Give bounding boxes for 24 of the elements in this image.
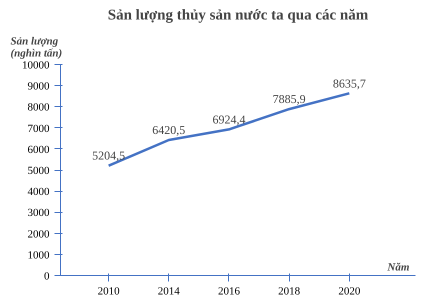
data-label: 7885,9 [272,92,306,106]
x-tick-label: 2018 [278,286,301,298]
data-label: 8635,7 [332,76,366,90]
y-tick-label: 8000 [28,102,50,114]
chart-title: Sản lượng thủy sản nước ta qua các năm [108,8,369,24]
x-axis-title: Năm [386,262,410,274]
y-tick-label: 1000 [28,249,50,262]
y-tick-label: 5000 [28,165,50,177]
y-tick-label: 0 [44,270,50,282]
data-label: 5204,5 [92,148,126,163]
data-label: 6924,4 [212,112,246,126]
y-tick-label: 10000 [22,60,50,72]
x-tick-label: 2020 [338,286,361,298]
y-axis-title: Sản lượng (nghìn tấn) [10,36,62,60]
x-tick-label: 2010 [98,286,120,298]
y-tick-label: 6000 [28,144,50,156]
y-tick-label: 7000 [28,122,50,135]
y-tick-label: 3000 [28,207,50,220]
y-tick-label: 4000 [28,186,50,198]
y-tick-label: 9000 [28,80,50,93]
data-label: 6420,5 [152,123,186,138]
y-tick-label: 2000 [28,228,50,240]
x-tick-label: 2016 [218,286,240,298]
x-tick-label: 2014 [158,286,180,298]
